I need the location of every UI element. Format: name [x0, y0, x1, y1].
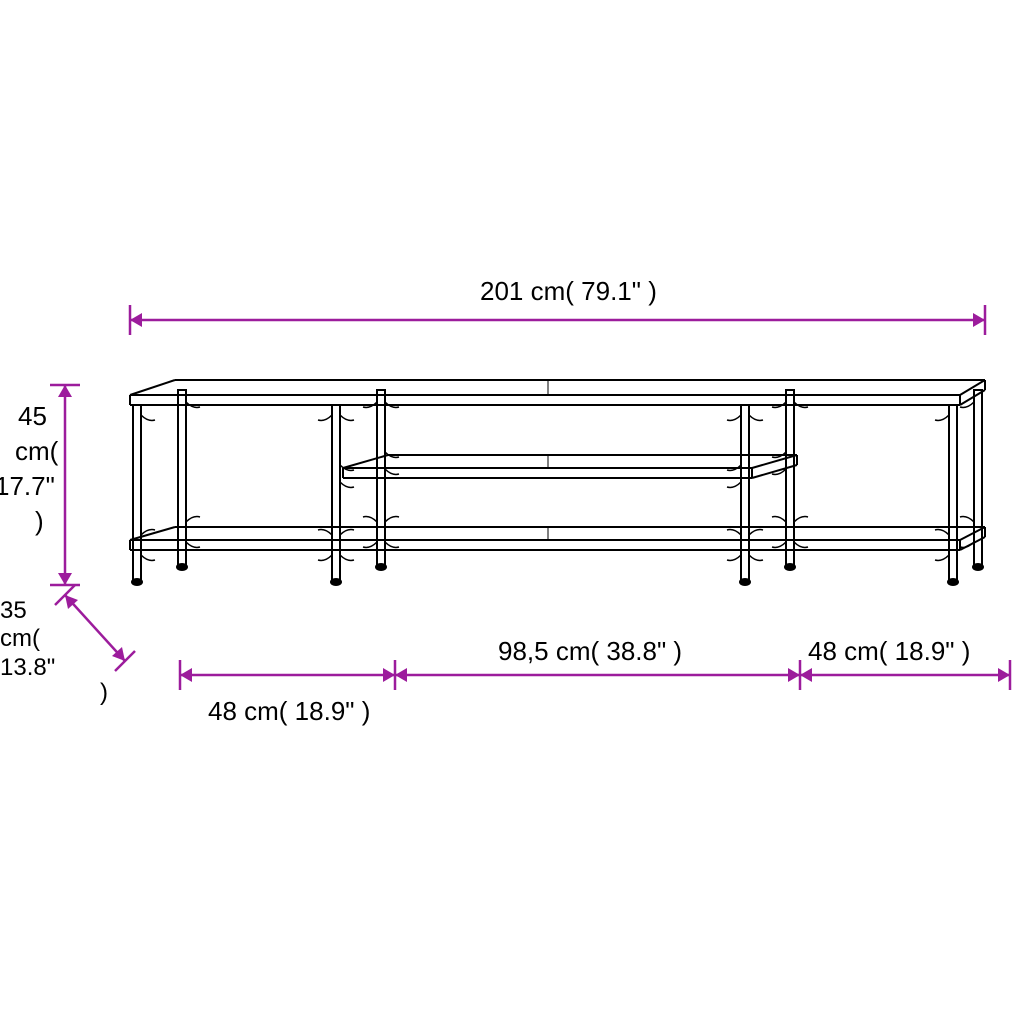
depth-label-in: 13.8" — [0, 654, 55, 681]
top-width-label: 201 cm( 79.1" ) — [480, 276, 657, 306]
furniture-outline — [130, 380, 985, 585]
depth-label-close: ) — [100, 679, 108, 706]
height-dimension: 45 cm( 17.7" ) — [0, 385, 80, 585]
height-label-cm2: cm( — [15, 436, 59, 466]
bottom-dimensions: 48 cm( 18.9" ) 98,5 cm( 38.8" ) 48 cm( 1… — [180, 636, 1010, 726]
technical-drawing: 201 cm( 79.1" ) 45 cm( 17.7" ) 35 cm( 13… — [0, 0, 1024, 1024]
section1-label: 48 cm( 18.9" ) — [208, 696, 370, 726]
height-label-cm: 45 — [18, 401, 47, 431]
height-label-close: ) — [35, 506, 44, 536]
depth-label-cm: 35 — [0, 597, 27, 624]
depth-label-cm2: cm( — [0, 625, 40, 652]
depth-dimension: 35 cm( 13.8" ) — [0, 585, 135, 706]
section2-label: 98,5 cm( 38.8" ) — [498, 636, 682, 666]
section3-label: 48 cm( 18.9" ) — [808, 636, 970, 666]
top-dimension: 201 cm( 79.1" ) — [130, 276, 985, 335]
height-label-in: 17.7" — [0, 471, 55, 501]
